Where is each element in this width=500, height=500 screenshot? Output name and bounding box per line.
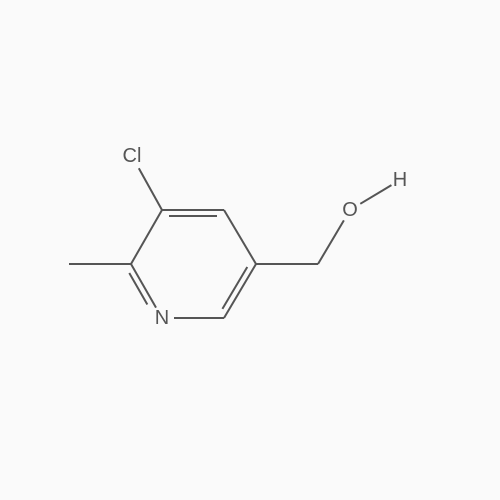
bond-line (131, 264, 156, 308)
bond-line (131, 210, 162, 264)
atom-label-cl: Cl (123, 145, 142, 167)
bond-line (222, 267, 247, 309)
bond-line (139, 168, 162, 210)
molecule-diagram: Cl O H N (0, 0, 500, 500)
atom-label-h: H (393, 169, 407, 191)
atom-label-n: N (155, 307, 169, 329)
atom-label-o: O (342, 199, 358, 221)
bond-line (360, 185, 391, 204)
bond-line (224, 210, 256, 264)
bond-line (318, 220, 344, 264)
bond-line (224, 264, 256, 318)
